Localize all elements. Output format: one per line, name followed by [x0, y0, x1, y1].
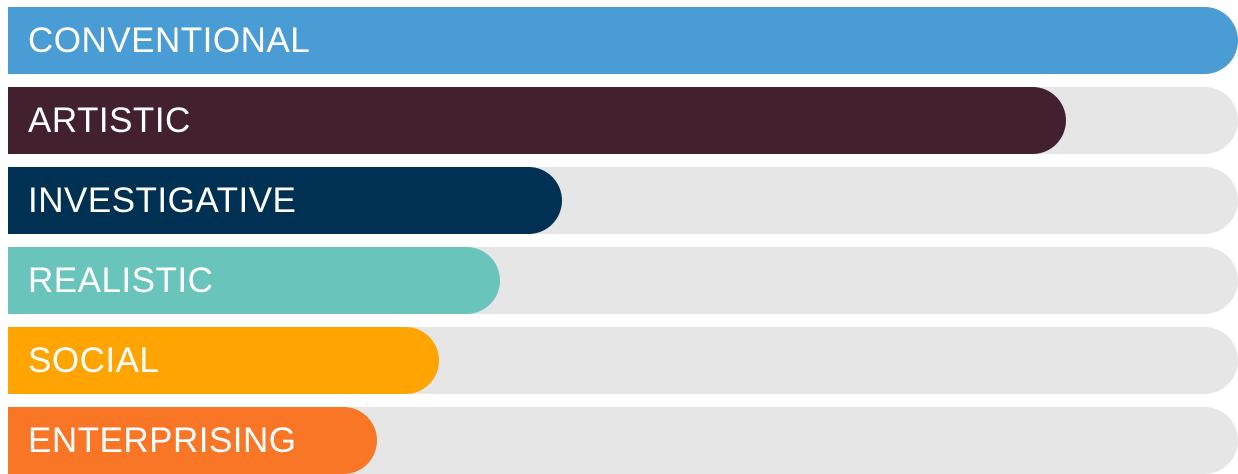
bar-row-social: SOCIAL	[8, 327, 1238, 394]
bar-label: INVESTIGATIVE	[28, 181, 297, 220]
bar-label: ARTISTIC	[28, 101, 191, 140]
bar-label: CONVENTIONAL	[28, 21, 311, 60]
bar-row-artistic: ARTISTIC	[8, 87, 1238, 154]
bar-social	[8, 327, 439, 394]
bar-artistic	[8, 87, 1066, 154]
bar-row-enterprising: ENTERPRISING	[8, 407, 1238, 474]
bar-label: ENTERPRISING	[28, 421, 297, 460]
horizontal-bar-chart: CONVENTIONAL ARTISTIC INVESTIGATIVE REALIST…	[8, 7, 1238, 474]
bar-label: REALISTIC	[28, 261, 214, 300]
bar-label: SOCIAL	[28, 341, 160, 380]
bar-investigative	[8, 167, 562, 234]
bar-row-realistic: REALISTIC	[8, 247, 1238, 314]
bar-row-conventional: CONVENTIONAL	[8, 7, 1238, 74]
bar-conventional	[8, 7, 1238, 74]
bar-realistic	[8, 247, 500, 314]
bar-row-investigative: INVESTIGATIVE	[8, 167, 1238, 234]
bar-enterprising	[8, 407, 377, 474]
